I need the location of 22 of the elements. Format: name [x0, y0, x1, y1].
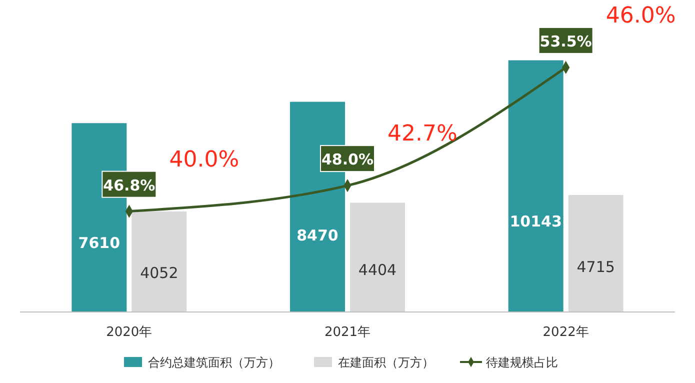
annotation: 40.0% — [169, 147, 240, 172]
annotation: 42.7% — [388, 122, 458, 147]
bar — [508, 60, 564, 312]
legend-label: 合约总建筑面积（万方） — [148, 356, 280, 370]
bar — [132, 211, 187, 312]
data-label: 48.0% — [321, 150, 374, 169]
x-tick-label: 2022年 — [542, 325, 589, 340]
data-label: 8470 — [296, 226, 338, 245]
x-tick-label: 2020年 — [106, 325, 152, 340]
data-label: 4404 — [358, 260, 397, 279]
text: 46.0% — [606, 3, 676, 28]
data-label: 4052 — [140, 264, 178, 282]
bar — [568, 194, 624, 312]
legend-label: 在建面积（万方） — [338, 356, 434, 370]
data-label: 46.8% — [103, 176, 156, 194]
data-label: 53.5% — [540, 32, 592, 50]
bar — [350, 202, 405, 312]
data-label: 10143 — [510, 212, 562, 230]
data-label: 4715 — [576, 258, 615, 276]
x-tick-label: 2021年 — [324, 325, 371, 340]
data-label: 7610 — [78, 234, 120, 252]
legend-label: 待建规模占比 — [486, 356, 558, 370]
